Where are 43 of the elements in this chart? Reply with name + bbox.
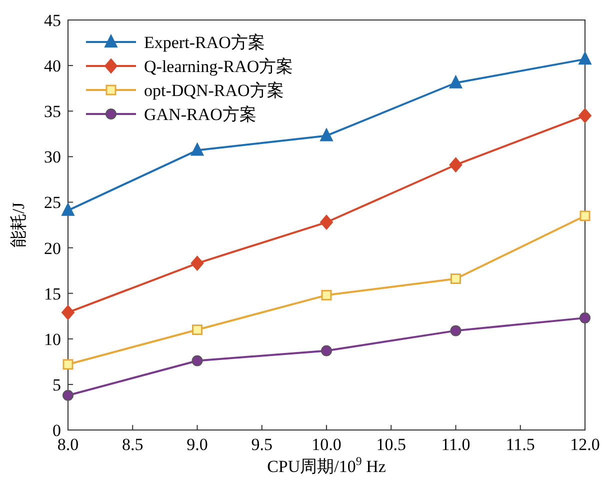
x-tick-label: 8.5: [122, 435, 144, 454]
point: [62, 304, 74, 320]
point: [190, 256, 204, 271]
point: [578, 108, 592, 124]
y-tick-label: 5: [52, 375, 61, 394]
y-tick-label: 15: [44, 284, 61, 304]
point: [578, 52, 592, 65]
legend-label: opt-DQN-RAO方案: [144, 81, 284, 100]
y-axis-title: 能耗/J: [9, 202, 28, 248]
point: [320, 128, 333, 142]
y-tick-label: 10: [44, 330, 61, 349]
x-axis-title: CPU周期/10$^{9}$ Hz: [267, 454, 386, 476]
point: [321, 345, 332, 356]
point: [449, 75, 462, 88]
y-tick-label: 30: [44, 148, 61, 167]
y-tick-label: 35: [44, 102, 61, 122]
y-tick-label: 25: [44, 193, 61, 212]
point: [580, 210, 590, 222]
point: [321, 290, 332, 300]
x-tick-label: 9.5: [251, 435, 272, 454]
point: [192, 324, 202, 336]
point: [190, 142, 204, 156]
point: [62, 359, 74, 370]
x-tick-label: 10.5: [376, 435, 406, 454]
legend-label: Expert-RAO方案: [144, 33, 265, 52]
point: [450, 274, 461, 284]
x-tick-label: 11.0: [441, 435, 470, 454]
point: [449, 157, 462, 172]
y-tick-label: 45: [44, 11, 61, 30]
legend-label: GAN-RAO方案: [144, 105, 256, 124]
point: [320, 214, 333, 230]
point: [450, 325, 462, 336]
x-tick-label: 9.0: [186, 435, 208, 454]
y-tick-label: 40: [44, 56, 61, 76]
point: [192, 355, 203, 366]
point: [580, 312, 590, 324]
x-tick-label: 11.5: [506, 435, 535, 454]
legend-label: Q-learning-RAO方案: [144, 57, 294, 76]
point: [62, 390, 74, 401]
x-tick-label: 12.0: [570, 435, 600, 454]
x-tick-label: 10.0: [312, 435, 342, 454]
y-tick-label: 20: [44, 238, 61, 258]
point: [62, 202, 74, 216]
